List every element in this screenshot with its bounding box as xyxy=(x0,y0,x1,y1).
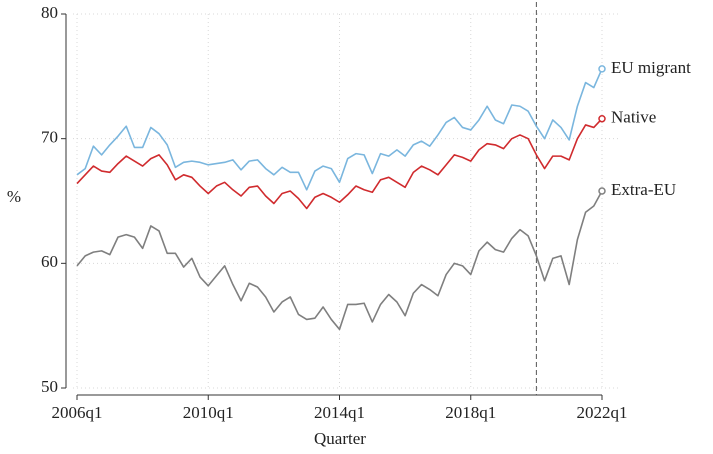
series-line xyxy=(76,118,603,210)
x-tick-label: 2022q1 xyxy=(577,403,628,422)
y-tick-label: 70 xyxy=(41,128,58,147)
y-tick-label: 60 xyxy=(41,252,58,271)
series-line xyxy=(76,190,603,331)
y-axis-label: % xyxy=(7,187,21,206)
series-label: Native xyxy=(611,108,656,127)
end-marker xyxy=(598,187,606,195)
x-tick-label: 2018q1 xyxy=(445,403,496,422)
y-tick-label: 50 xyxy=(41,377,58,396)
x-tick-label: 2010q1 xyxy=(183,403,234,422)
x-tick-label: 2014q1 xyxy=(314,403,365,422)
end-marker xyxy=(598,114,606,123)
series-label: EU migrant xyxy=(611,58,691,77)
x-axis-label: Quarter xyxy=(314,429,366,448)
series-line xyxy=(76,68,603,191)
x-tick-label: 2006q1 xyxy=(52,403,103,422)
series-label: Extra-EU xyxy=(611,180,676,199)
end-marker xyxy=(598,65,606,73)
y-tick-label: 80 xyxy=(41,3,58,22)
